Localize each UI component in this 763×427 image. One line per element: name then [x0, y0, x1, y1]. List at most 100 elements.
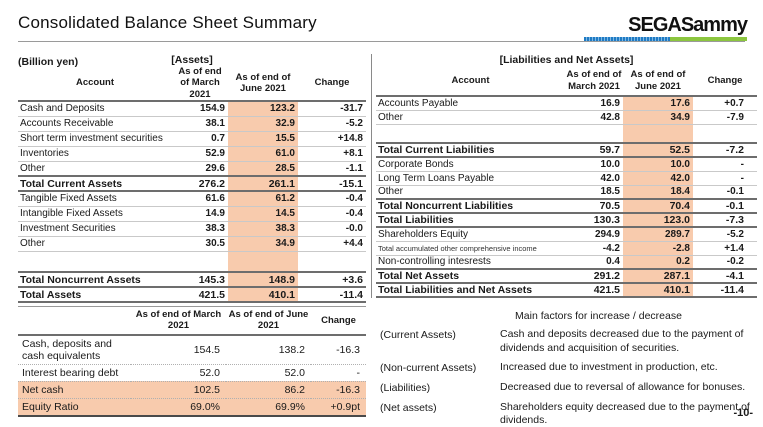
liabilities-header-account: Account: [376, 66, 565, 97]
table-row-total: Total Current Liabilities 59.7 52.5 -7.2: [376, 142, 757, 158]
march-cell: 154.5: [131, 334, 226, 365]
account-cell: Shareholders Equity: [376, 227, 565, 242]
june-cell: 14.5: [228, 206, 298, 222]
change-cell: -0.1: [693, 185, 757, 200]
assets-header-march: As of end of March 2021: [172, 66, 228, 103]
metric-label-cell: Equity Ratio: [18, 398, 131, 417]
account-cell: Total Net Assets: [376, 268, 565, 284]
june-cell: 38.3: [228, 221, 298, 237]
assets-table: Account As of end of March 2021 As of en…: [18, 66, 366, 304]
change-cell: -31.7: [298, 101, 366, 117]
june-cell: 18.4: [623, 185, 693, 200]
account-cell: Total Current Liabilities: [376, 142, 565, 158]
factor-text: Cash and deposits decreased due to the p…: [500, 328, 744, 354]
assets-header-row: Account As of end of March 2021 As of en…: [18, 66, 366, 103]
account-cell: Total Liabilities and Net Assets: [376, 282, 565, 298]
page-title: Consolidated Balance Sheet Summary: [18, 13, 317, 32]
march-cell: 10.0: [565, 157, 623, 172]
account-cell: [18, 251, 172, 272]
table-row: Inventories 52.9 61.0 +8.1: [18, 146, 366, 162]
table-row: Intangible Fixed Assets 14.9 14.5 -0.4: [18, 206, 366, 222]
march-cell: 145.3: [172, 271, 228, 289]
change-cell: +14.8: [298, 131, 366, 147]
cash-header-row: As of end of March 2021 As of end of Jun…: [18, 306, 366, 336]
change-cell: -7.2: [693, 142, 757, 158]
change-cell: +8.1: [298, 146, 366, 162]
march-cell: 52.0: [131, 364, 226, 382]
table-row: Investment Securities 38.3 38.3 -0.0: [18, 221, 366, 237]
account-cell: Intangible Fixed Assets: [18, 206, 172, 222]
table-row: Total accumulated other comprehensive in…: [376, 241, 757, 256]
march-cell: 421.5: [172, 286, 228, 304]
account-cell: Accounts Receivable: [18, 116, 172, 132]
metric-label-cell: Cash, deposits and cash equivalents: [18, 334, 131, 365]
table-row-total: Total Noncurrent Liabilities 70.5 70.4 -0.1: [376, 198, 757, 214]
cash-header-change: Change: [311, 306, 366, 336]
metric-label-cell: Interest bearing debt: [18, 364, 131, 382]
june-cell: 410.1: [228, 286, 298, 304]
change-cell: -0.2: [693, 255, 757, 270]
march-cell: 52.9: [172, 146, 228, 162]
change-cell: -5.2: [693, 227, 757, 242]
table-row: Cash, deposits and cash equivalents 154.5…: [18, 334, 366, 365]
account-cell: Total Liabilities: [376, 212, 565, 228]
account-cell: [376, 124, 565, 143]
change-cell: -: [311, 364, 366, 382]
change-cell: -15.1: [298, 175, 366, 193]
factor-item: (Net assets) Shareholders equity decreas…: [380, 401, 757, 427]
table-row: Tangible Fixed Assets 61.6 61.2 -0.4: [18, 191, 366, 207]
june-cell: 138.2: [226, 334, 311, 365]
march-cell: 38.3: [172, 221, 228, 237]
liabilities-header-march: As of end of March 2021: [565, 66, 623, 97]
change-cell: -: [693, 157, 757, 172]
june-cell: 289.7: [623, 227, 693, 242]
june-cell: 0.2: [623, 255, 693, 270]
account-cell: Tangible Fixed Assets: [18, 191, 172, 207]
table-row-highlighted: Net cash 102.5 86.2 -16.3: [18, 381, 366, 399]
march-cell: 130.3: [565, 212, 623, 228]
march-cell: 0.7: [172, 131, 228, 147]
factor-text: Increased due to investment in productio…: [500, 361, 718, 374]
account-cell: Other: [376, 185, 565, 200]
change-cell: -16.3: [311, 381, 366, 399]
june-cell: 34.9: [623, 110, 693, 125]
march-cell: 29.6: [172, 161, 228, 177]
table-row-total: Total Liabilities 130.3 123.0 -7.3: [376, 212, 757, 228]
account-cell: Total Current Assets: [18, 175, 172, 193]
june-cell: 287.1: [623, 268, 693, 284]
title-divider: [18, 41, 745, 42]
liabilities-section-title: [Liabilities and Net Assets]: [499, 54, 634, 66]
change-cell: +4.4: [298, 236, 366, 252]
change-cell: -0.1: [693, 198, 757, 214]
march-cell: 30.5: [172, 236, 228, 252]
june-cell: -2.8: [623, 241, 693, 256]
liabilities-table: Account As of end of March 2021 As of en…: [376, 66, 757, 298]
table-row-total: Total Liabilities and Net Assets 421.5 410…: [376, 282, 757, 298]
account-cell: Investment Securities: [18, 221, 172, 237]
logo-underline: [584, 37, 747, 41]
factor-item: (Non-current Assets) Increased due to in…: [380, 361, 757, 375]
table-row: Corporate Bonds 10.0 10.0-: [376, 157, 757, 172]
table-row: Accounts Receivable 38.1 32.9 -5.2: [18, 116, 366, 132]
june-cell: 148.9: [228, 271, 298, 289]
liabilities-header-june: As of end of June 2021: [623, 66, 693, 97]
cash-metrics-table: As of end of March 2021 As of end of Jun…: [18, 306, 366, 417]
march-cell: [172, 251, 228, 272]
june-cell: 61.0: [228, 146, 298, 162]
account-cell: Total Noncurrent Assets: [18, 271, 172, 289]
table-row-spacer: [18, 251, 366, 273]
factor-text: Shareholders equity decreased due to the…: [500, 400, 750, 427]
table-row: Long Term Loans Payable 42.0 42.0-: [376, 171, 757, 186]
june-cell: 69.9%: [226, 398, 311, 417]
metric-label-cell: Net cash: [18, 381, 131, 399]
table-row: Other 30.5 34.9 +4.4: [18, 236, 366, 252]
table-row: Other 42.8 34.9 -7.9: [376, 110, 757, 125]
march-cell: 18.5: [565, 185, 623, 200]
change-cell: [693, 124, 757, 143]
account-cell: Other: [376, 110, 565, 125]
march-cell: 102.5: [131, 381, 226, 399]
factor-label: (Non-current Assets): [380, 362, 477, 375]
logo-underline-blue: [584, 37, 671, 41]
account-cell: Total Noncurrent Liabilities: [376, 198, 565, 214]
table-row-highlighted: Equity Ratio 69.0% 69.9% +0.9pt: [18, 398, 366, 417]
